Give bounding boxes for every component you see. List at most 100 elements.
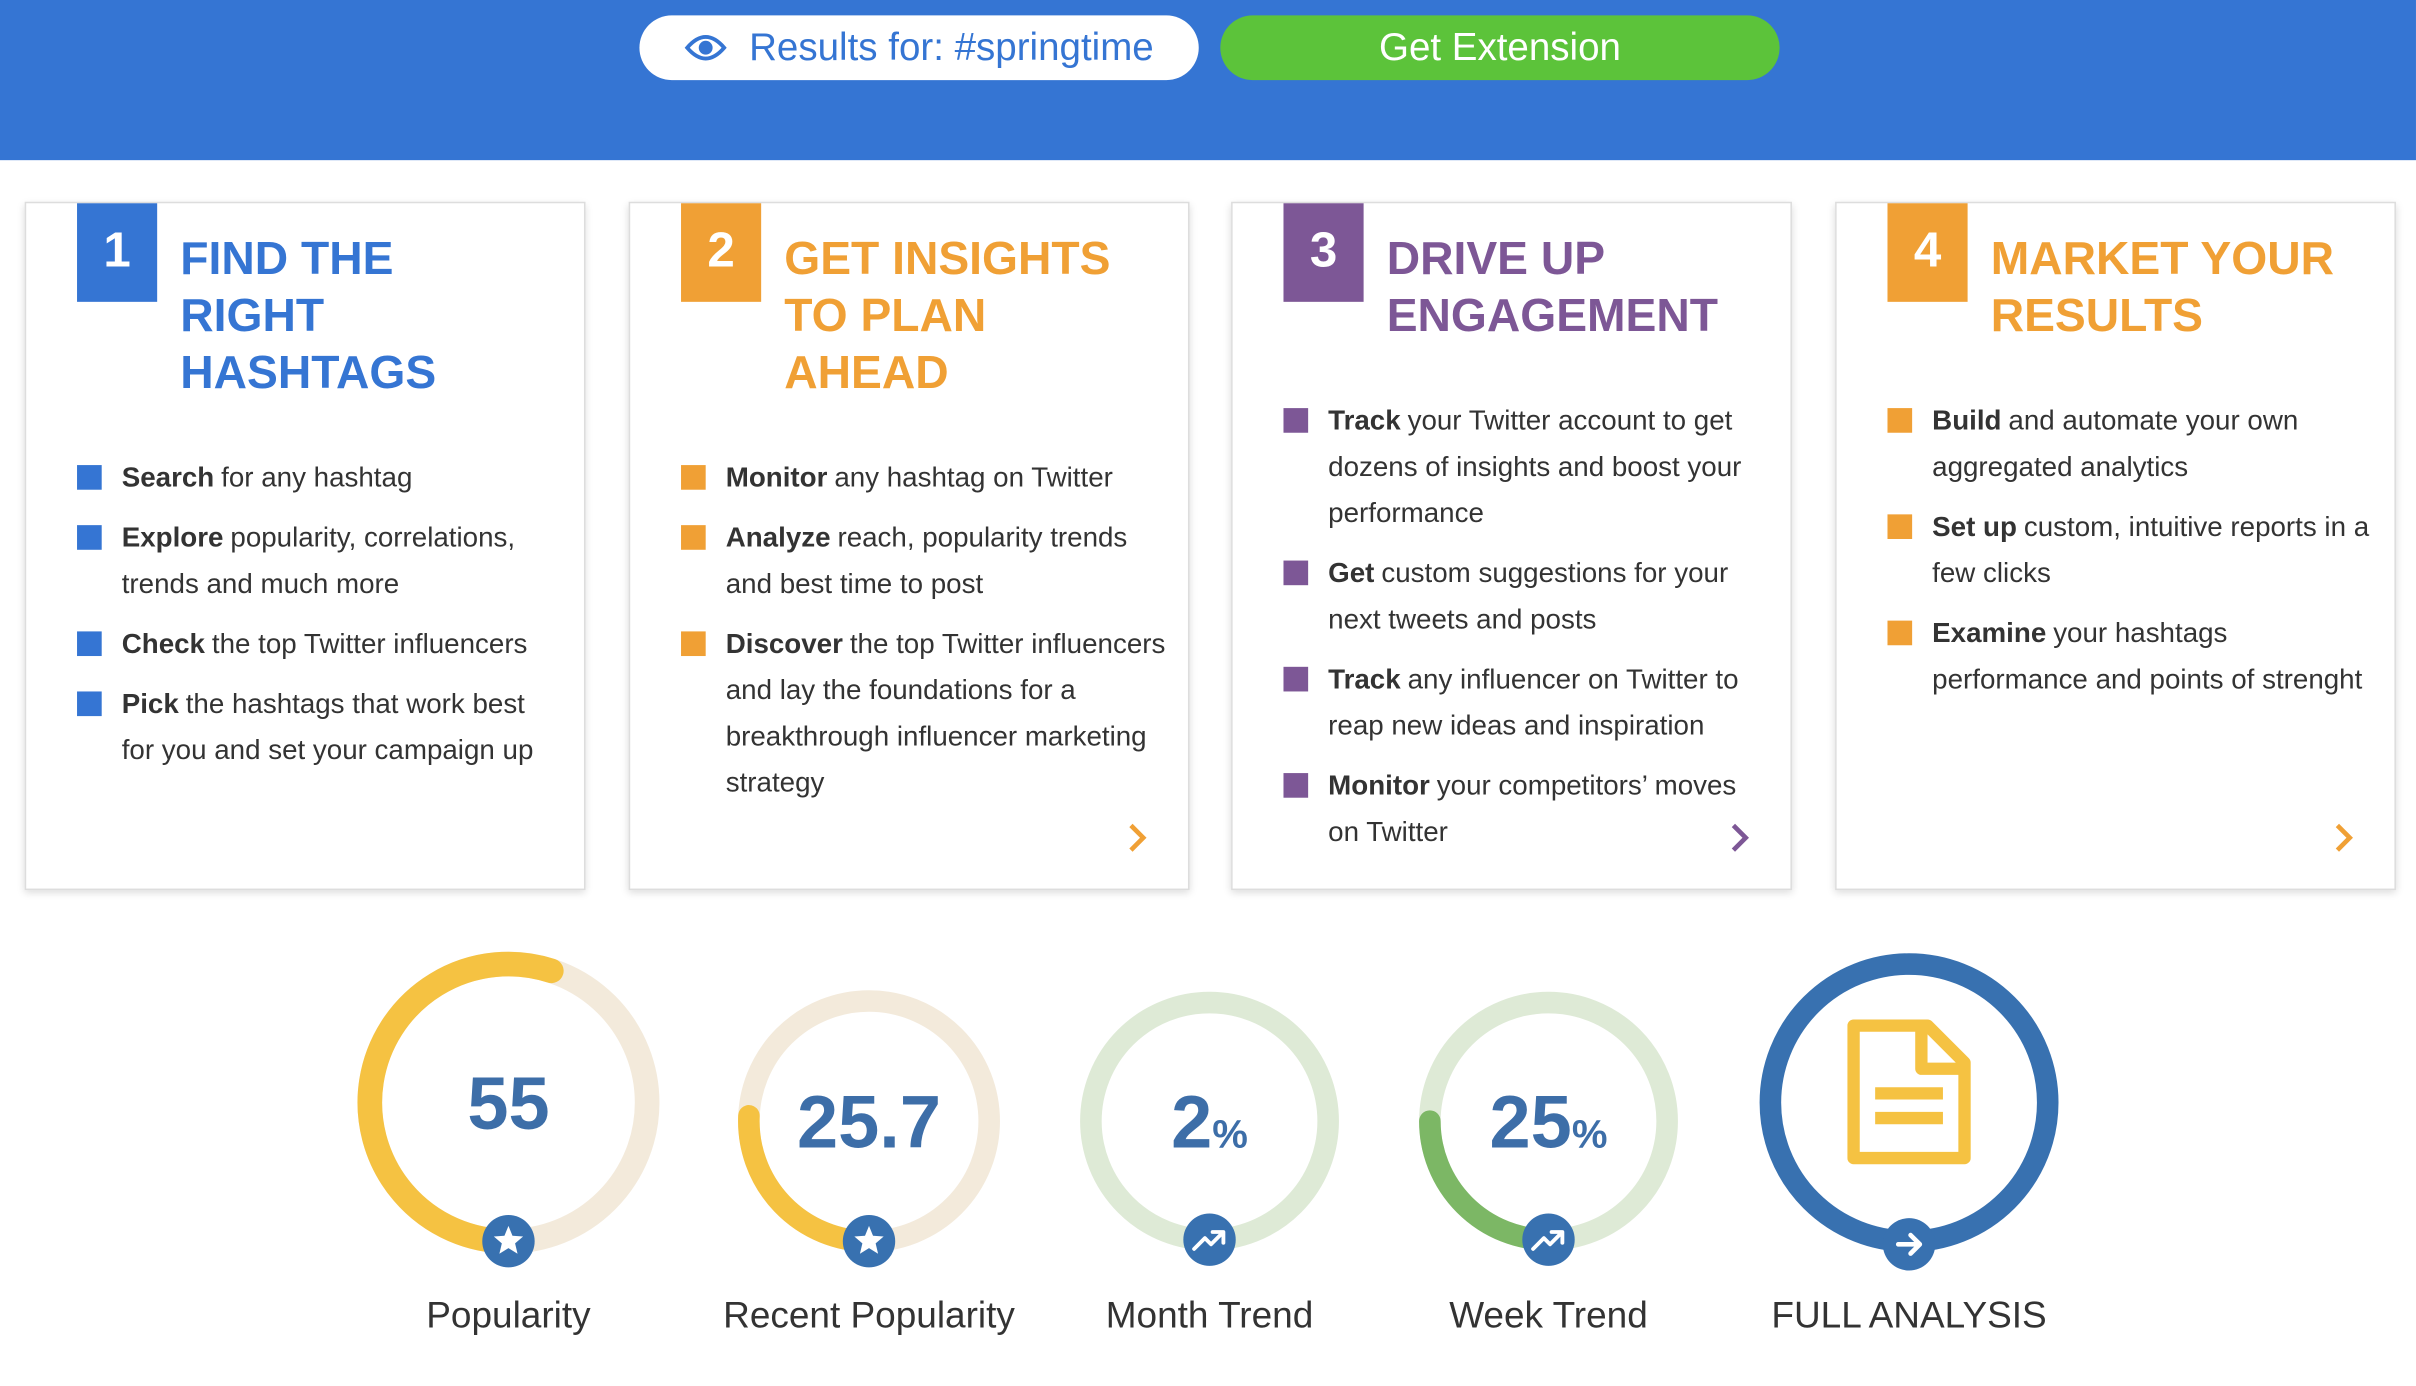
bullet-item: Build and automate your own aggregated an…	[1887, 397, 2372, 489]
gauge-value: 55	[467, 1062, 549, 1145]
bullet-text: popularity, correlations, trends and muc…	[121, 522, 516, 600]
bullet-item: Analyze reach, popularity trends and best…	[681, 514, 1166, 606]
bullet-text: and automate your own aggregated analyti…	[1932, 405, 2299, 483]
bullet-bold: Examine	[1932, 617, 2047, 649]
metric: 55 Popularity	[357, 951, 660, 1335]
chevron-path	[2335, 823, 2353, 852]
card-number: 4	[1887, 203, 1968, 302]
bullet-item: Set up custom, intuitive reports in a few…	[1887, 504, 2372, 596]
bullet-item: Check the top Twitter influencers	[77, 621, 562, 667]
button-label: Get Extension	[1378, 25, 1621, 69]
full-analysis-label: FULL ANALYSIS	[1771, 1294, 2046, 1335]
star-icon	[854, 1225, 884, 1254]
bullet-text: any hashtag on Twitter	[834, 462, 1113, 493]
card: 3 DRIVE UP ENGAGEMENT Track your Twitter ac…	[1231, 201, 1792, 891]
trend-icon	[1531, 1230, 1565, 1251]
full-analysis[interactable]: FULL ANALYSIS	[1759, 953, 2059, 1335]
header-bar: Results for: #springtime Get Extension	[0, 0, 2416, 161]
bullet-bold: Search	[121, 462, 215, 493]
bullet-text: custom, intuitive reports in a few click…	[1932, 511, 2370, 589]
metric: 25% Week Trend	[1419, 991, 1678, 1335]
bullet-item: Get custom suggestions for your next twee…	[1283, 550, 1768, 642]
bullet-bold: Track	[1328, 405, 1401, 436]
bullet-list: Monitor any hashtag on Twitter Analyze reac…	[630, 454, 1188, 805]
bullet-square	[1887, 514, 1913, 539]
bullet-bold: Build	[1932, 405, 2002, 436]
gauge-arc	[738, 1105, 880, 1253]
value-number: 2	[1171, 1080, 1212, 1163]
bullet-item: Track your Twitter account to get dozens …	[1283, 397, 1768, 536]
bullet-bold: Discover	[725, 628, 843, 660]
gauge-arc	[357, 951, 564, 1254]
card-title: FIND THE RIGHT HASHTAGS	[180, 234, 437, 399]
card-title: MARKET YOUR RESULTS	[1990, 234, 2334, 342]
card-number: 2	[681, 203, 762, 302]
card-title: GET INSIGHTS TO PLAN AHEAD	[784, 234, 1111, 399]
metric-label: Month Trend	[1106, 1294, 1314, 1335]
bullet-item: Monitor any hashtag on Twitter	[681, 454, 1166, 500]
bullet-square	[1283, 773, 1309, 798]
bullet-text: reach, popularity trends and best time t…	[725, 522, 1128, 600]
gauge-value: 25%	[1490, 1080, 1608, 1163]
metric-label: Popularity	[426, 1294, 591, 1335]
bullet-square	[77, 691, 102, 717]
bullet-square	[1887, 408, 1913, 433]
bullet-list: Build and automate your own aggregated an…	[1837, 397, 2395, 702]
bullet-text: the top Twitter influencers and lay the …	[725, 628, 1166, 798]
bullet-text: your hashtags performance and points of …	[1932, 617, 2363, 695]
metric-label: Recent Popularity	[723, 1294, 1015, 1335]
bullet-square	[1283, 560, 1309, 586]
gauge-value: 2%	[1171, 1080, 1248, 1163]
trend-icon	[1192, 1230, 1226, 1251]
bullet-list: Search for any hashtag Explore popularity, …	[26, 454, 584, 773]
bullet-square	[681, 631, 706, 657]
bullet-bold: Monitor	[725, 462, 828, 493]
extension-button[interactable]: Get Extension	[1220, 15, 1780, 81]
icon-circle	[1522, 1213, 1575, 1266]
bullet-text: for any hashtag	[221, 462, 413, 493]
bullet-text: your competitors’ moves on Twitter	[1328, 770, 1737, 847]
full-ring	[1759, 953, 2059, 1253]
bullet-square	[1283, 408, 1309, 433]
bullet-bold: Set up	[1932, 511, 2017, 543]
bullet-item: Pick the hashtags that work best for you …	[77, 681, 562, 773]
star-icon	[493, 1225, 524, 1254]
bullet-bold: Get	[1328, 557, 1375, 589]
search-label: Results for: #springtime	[749, 25, 1154, 69]
chevron[interactable]	[1729, 821, 1751, 855]
bullet-item: Search for any hashtag	[77, 454, 562, 500]
value-number: 55	[467, 1062, 549, 1145]
bullet-item: Track any influencer on Twitter to reap n…	[1283, 656, 1768, 748]
bullet-text: custom suggestions for your next tweets …	[1328, 557, 1729, 635]
bullet-square	[681, 525, 706, 550]
card-number: 1	[77, 203, 158, 302]
bullet-square	[77, 465, 102, 490]
value-unit: %	[1212, 1112, 1248, 1156]
chevron[interactable]	[1126, 821, 1148, 855]
bullet-bold: Track	[1328, 663, 1401, 695]
bullet-bold: Monitor	[1328, 770, 1430, 801]
bullet-text: any influencer on Twitter to reap new id…	[1328, 663, 1739, 741]
bullet-item: Monitor your competitors’ moves on Twitte…	[1283, 762, 1768, 854]
value-unit: %	[1572, 1112, 1608, 1156]
card-number: 3	[1283, 203, 1364, 302]
value-number: 25	[1490, 1080, 1572, 1163]
gauge-value: 25.7	[797, 1080, 941, 1163]
chevron[interactable]	[2333, 821, 2355, 855]
eye-icon	[684, 35, 728, 61]
bullet-bold: Pick	[121, 688, 179, 720]
value-number: 25.7	[797, 1080, 941, 1163]
bullet-square	[1283, 666, 1309, 692]
icon-circle	[1183, 1213, 1236, 1266]
chevron-path	[1731, 823, 1749, 852]
card-title: DRIVE UP ENGAGEMENT	[1386, 234, 1719, 342]
card: 2 GET INSIGHTS TO PLAN AHEAD Monitor any ha…	[628, 201, 1190, 891]
metric-label: Week Trend	[1449, 1294, 1648, 1335]
bullet-square	[77, 525, 102, 550]
card: 4 MARKET YOUR RESULTS Build and automate yo…	[1835, 201, 2396, 891]
metric: 25.7 Recent Popularity	[723, 990, 1015, 1335]
search-pill[interactable]: Results for: #springtime	[639, 15, 1199, 81]
bullet-square	[1887, 620, 1913, 646]
bullet-bold: Check	[121, 628, 205, 660]
